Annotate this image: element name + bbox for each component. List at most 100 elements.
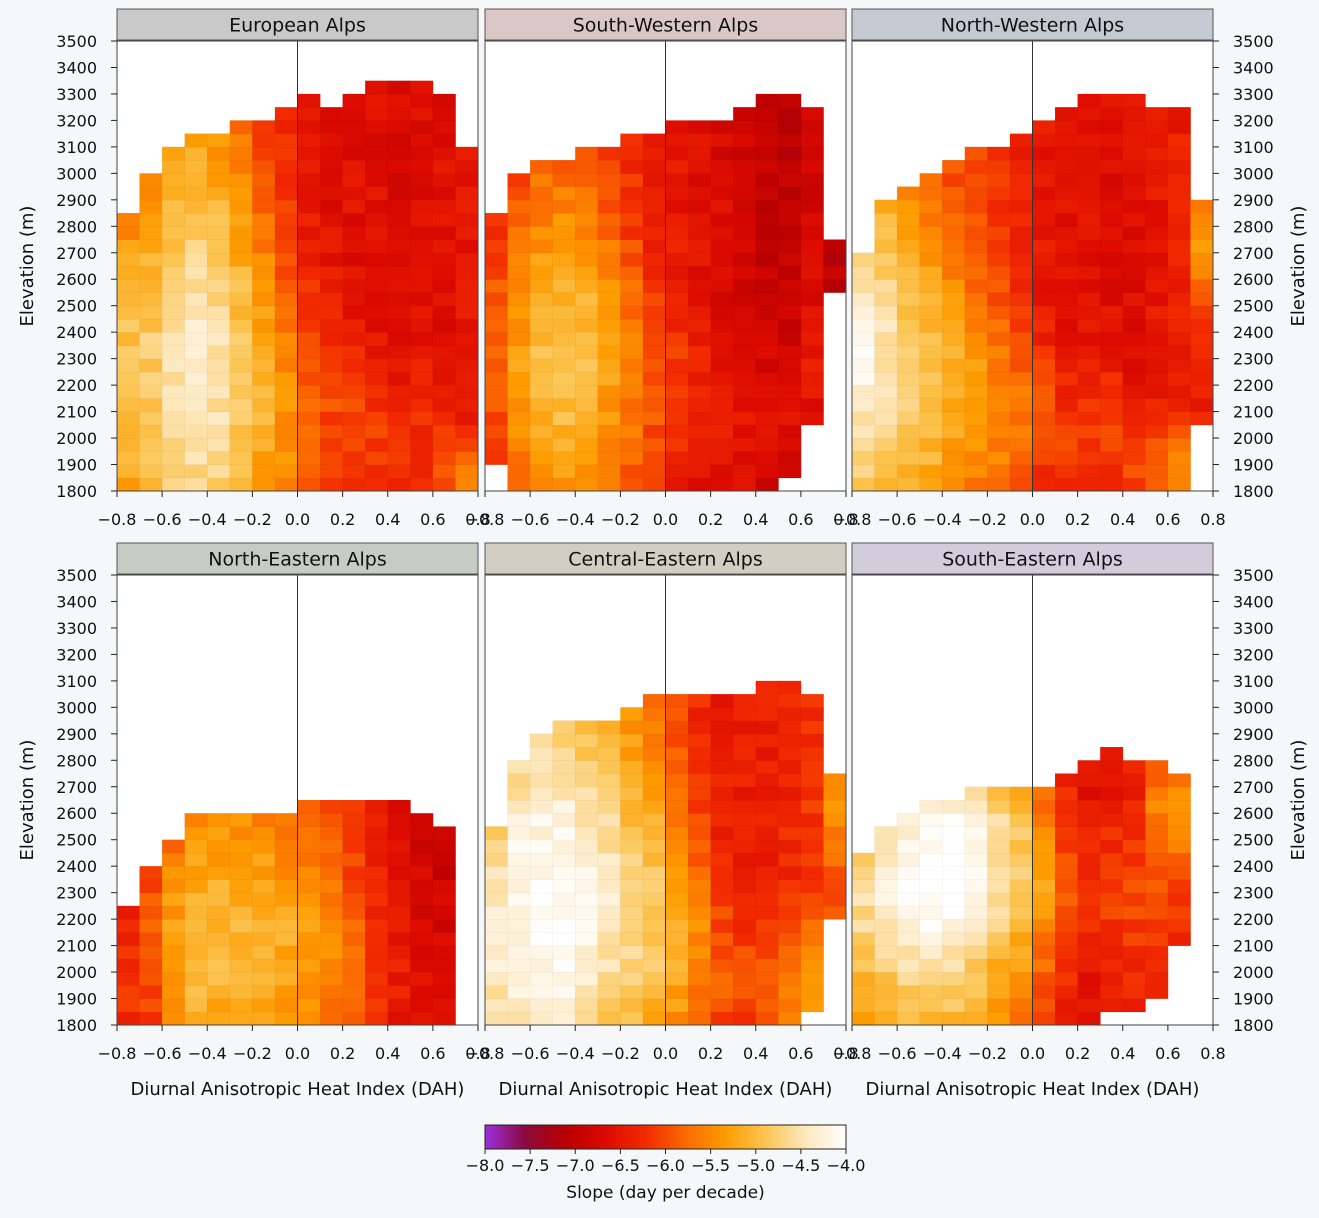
heatmap-cell: [1145, 945, 1169, 960]
heatmap-cell: [529, 786, 554, 801]
heatmap-cell: [484, 879, 509, 894]
heatmap-cell: [529, 773, 554, 788]
x-tick-label: 0.4: [375, 1044, 400, 1063]
heatmap-cell: [710, 133, 734, 148]
heatmap-cell: [552, 958, 576, 973]
heatmap-cell: [687, 331, 712, 346]
heatmap-cell: [116, 411, 141, 426]
y-tick-label: 2300: [1233, 350, 1274, 369]
heatmap-cell: [274, 971, 299, 986]
heatmap-cell: [207, 199, 231, 214]
heatmap-cell: [455, 292, 479, 307]
heatmap-cell: [387, 159, 411, 174]
heatmap-cell: [410, 80, 434, 95]
heatmap-cell: [1054, 146, 1079, 161]
heatmap-cell: [919, 239, 943, 254]
heatmap-cell: [484, 918, 509, 933]
heatmap-cell: [575, 1011, 599, 1026]
heatmap-cell: [229, 146, 253, 161]
heatmap-cell: [529, 292, 554, 307]
heatmap-cell: [642, 693, 667, 708]
heatmap-cell: [1032, 932, 1056, 947]
heatmap-cell: [1032, 985, 1056, 1000]
heatmap-cell: [642, 971, 667, 986]
heatmap-cell: [342, 384, 366, 399]
heatmap-cell: [800, 760, 824, 775]
panel-5: South-Eastern Alps−0.8 −0.6 −0.4 −0.2 0.0 0.2…: [833, 542, 1309, 1100]
heatmap-cell: [851, 998, 876, 1013]
heatmap-cell: [1054, 398, 1079, 413]
heatmap-cell: [1009, 345, 1034, 360]
heatmap-cell: [342, 252, 366, 267]
heatmap-cell: [507, 226, 531, 241]
heatmap-cell: [778, 958, 802, 973]
heatmap-cell: [575, 345, 599, 360]
heatmap-cell: [665, 918, 689, 933]
heatmap-cell: [342, 437, 366, 452]
heatmap-cell: [851, 384, 876, 399]
heatmap-cell: [1099, 212, 1124, 227]
heatmap-cell: [851, 905, 876, 920]
heatmap-cell: [778, 120, 802, 135]
heatmap-cell: [964, 278, 988, 294]
heatmap-cell: [229, 133, 253, 148]
heatmap-cell: [116, 437, 141, 452]
y-tick-label: 1800: [1233, 1016, 1274, 1035]
heatmap-cell: [896, 199, 921, 214]
heatmap-cell: [800, 212, 824, 227]
heatmap-cell: [665, 760, 689, 775]
heatmap-cell: [987, 865, 1011, 880]
heatmap-cell: [410, 133, 434, 148]
heatmap-cell: [942, 305, 966, 320]
heatmap-cell: [252, 985, 276, 1000]
heatmap-cell: [364, 173, 389, 188]
heatmap-cell: [710, 371, 734, 386]
heatmap-cell: [874, 826, 898, 841]
heatmap-cell: [687, 252, 712, 267]
heatmap-cell: [732, 812, 757, 828]
heatmap-cell: [252, 971, 276, 986]
heatmap-cell: [455, 226, 479, 241]
heatmap-cell: [507, 398, 531, 413]
heatmap-cell: [778, 345, 802, 360]
heatmap-cell: [851, 865, 876, 880]
heatmap-cell: [1009, 812, 1034, 828]
heatmap-cell: [1054, 265, 1079, 280]
heatmap-cell: [987, 998, 1011, 1013]
y-tick-label: 3500: [56, 566, 97, 585]
heatmap-cell: [1190, 212, 1214, 227]
heatmap-cell: [687, 733, 712, 748]
heatmap-cell: [710, 159, 734, 174]
heatmap-cell: [987, 812, 1011, 828]
heatmap-cell: [116, 424, 141, 439]
heatmap-cell: [755, 733, 779, 748]
heatmap-cell: [575, 852, 599, 867]
heatmap-cell: [1077, 451, 1101, 466]
heatmap-cell: [919, 892, 943, 907]
heatmap-cell: [507, 958, 531, 973]
heatmap-cell: [800, 945, 824, 960]
heatmap-cell: [364, 212, 389, 227]
heatmap-cell: [896, 971, 921, 986]
heatmap-cell: [184, 998, 208, 1013]
heatmap-cell: [987, 1011, 1011, 1026]
heatmap-cell: [1167, 437, 1191, 452]
heatmap-cell: [575, 985, 599, 1000]
heatmap-cell: [874, 318, 898, 333]
heatmap-cell: [229, 812, 253, 828]
heatmap-cell: [823, 278, 847, 294]
heatmap-cell: [1077, 120, 1101, 135]
y-tick-label: 2700: [1233, 778, 1274, 797]
heatmap-cell: [687, 212, 712, 227]
heatmap-cell: [387, 424, 411, 439]
y-tick-label: 3300: [1233, 85, 1274, 104]
heatmap-cell: [387, 945, 411, 960]
heatmap-cell: [1077, 292, 1101, 307]
heatmap-cell: [1145, 305, 1169, 320]
y-tick-label: 3000: [56, 698, 97, 717]
heatmap-cell: [410, 159, 434, 174]
heatmap-cell: [484, 958, 509, 973]
heatmap-cell: [642, 437, 667, 452]
heatmap-cell: [755, 305, 779, 320]
